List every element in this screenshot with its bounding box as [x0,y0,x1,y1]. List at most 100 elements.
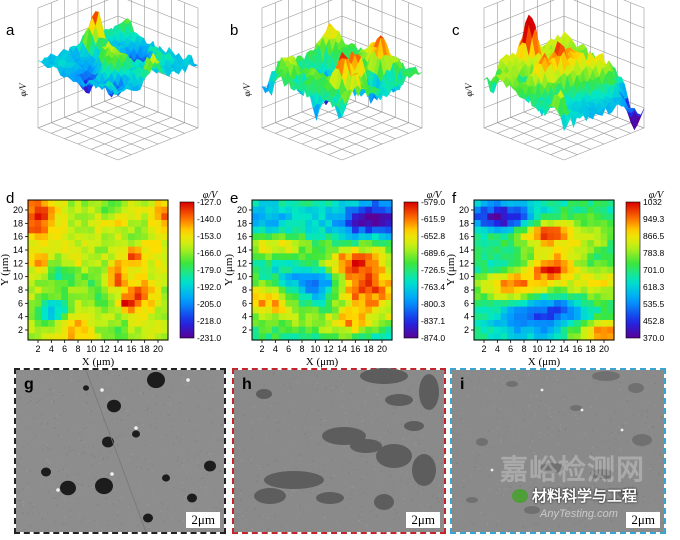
heatmap-cell [365,260,373,268]
heatmap-cell [298,233,306,241]
heatmap-cell [345,266,353,274]
heatmap-cell [148,273,156,281]
heatmap-cell [101,260,109,268]
heatmap-cell [258,246,266,254]
y-tick-label: 2 [242,325,247,335]
heatmap-cell [252,220,260,228]
heatmap-cell [325,313,333,321]
heatmap-cell [312,200,320,208]
heatmap-cell [480,226,488,234]
heatmap-cell [148,333,156,341]
heatmap-cell [68,280,76,288]
heatmap-cell [594,326,602,334]
heatmap-cell [345,300,353,308]
heatmap-cell [574,326,582,334]
heatmap-cell [121,280,129,288]
heatmap-cell [554,266,562,274]
heatmap-cell [292,306,300,314]
heatmap-cell [500,220,508,228]
heatmap-cell [372,293,380,301]
heatmap-cell [34,260,42,268]
heatmap-cell [480,293,488,301]
heatmap-cell [514,253,522,261]
heatmap-cell [61,213,69,221]
heatmap-cell [500,320,508,328]
heatmap-cell [365,280,373,288]
pit [60,480,76,496]
heatmap-cell [540,233,548,241]
dark-phase [590,469,614,479]
heatmap-cell [352,293,360,301]
scale-bar-i: 2μm [626,512,660,528]
heatmap-cell [494,280,502,288]
heatmap-cell [54,300,62,308]
heatmap-cell [372,300,380,308]
heatmap-cell [332,226,340,234]
heatmap-cell [88,300,96,308]
heatmap-cell [121,213,129,221]
heatmap-cell [325,220,333,228]
heatmap-cell [480,213,488,221]
heatmap-cell [318,326,326,334]
pit [162,474,170,482]
heatmap-cell [312,280,320,288]
heatmap-cell [580,260,588,268]
heatmap-cell [487,266,495,274]
heatmap-cell [272,260,280,268]
heatmap-cell [312,240,320,248]
heatmap-cell [487,260,495,268]
heatmap-cell [48,253,56,261]
heatmap-cell [487,206,495,214]
heatmap-cell [48,273,56,281]
heatmap-cell [534,206,542,214]
heatmap-cell [507,233,515,241]
x-tick-label: 8 [521,344,526,354]
heatmap-cell [514,300,522,308]
heatmap-cell [252,280,260,288]
heatmap-cell [500,266,508,274]
heatmap-cell [74,326,82,334]
dark-phase [254,488,286,504]
heatmap-cell [480,300,488,308]
heatmap-cell [378,260,386,268]
heatmap-cell [312,306,320,314]
heatmap-cell [292,313,300,321]
heatmap-cell [285,333,293,341]
heatmap-cell [318,233,326,241]
colorbar [625,201,641,339]
heatmap-cell [358,266,366,274]
heatmap-cell [134,220,142,228]
heatmap-cell [480,333,488,341]
heatmap-cell [554,286,562,294]
heatmap-cell [258,300,266,308]
heatmap-cell [338,266,346,274]
heatmap-cell [332,280,340,288]
heatmap-cell [28,226,36,234]
heatmap-cell [141,273,149,281]
heatmap-cell [94,326,102,334]
heatmap-cell [134,226,142,234]
heatmap-cell [121,306,129,314]
heatmap-cell [580,280,588,288]
heatmap-cell [141,266,149,274]
heatmap-cell [560,273,568,281]
heatmap-cell [487,273,495,281]
heatmap-cell [285,226,293,234]
heatmap-cell [480,246,488,254]
heatmap-cell [81,233,89,241]
heatmap-cell [385,220,393,228]
heatmap-cell [81,226,89,234]
heatmap-cell [28,320,36,328]
heatmap-cell [128,293,136,301]
heatmap-cell [480,240,488,248]
heatmap-cell [298,213,306,221]
heatmap-cell [547,266,555,274]
heatmap-cell [378,333,386,341]
heatmap-cell [574,240,582,248]
heatmap-cell [358,253,366,261]
heatmap-cell [554,200,562,208]
heatmap-cell [161,233,169,241]
heatmap-cell [68,320,76,328]
heatmap-cell [134,280,142,288]
heatmap-cell [298,313,306,321]
